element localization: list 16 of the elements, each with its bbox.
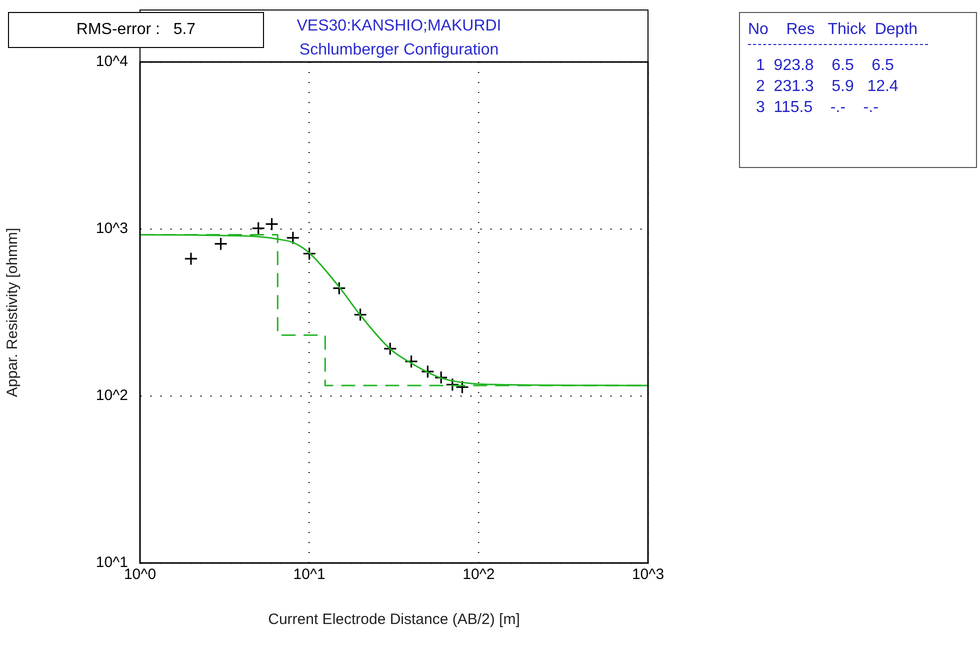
text: RMS-error : 5.7 [8,12,264,48]
x-tick-label: 10^1 [293,566,326,584]
text: No Res Thick Depth [748,20,919,40]
x-tick-label: 10^3 [632,566,664,584]
x-tick-label: 10^0 [124,566,156,584]
y-tick-label: 10^4 [96,53,128,70]
y-tick-label: 10^3 [96,220,128,238]
x-tick-label: 10^2 [462,566,495,584]
text: 3 115.5 -.- -.- [755,98,880,118]
x-axis-title: Current Electrode Distance (AB/2) [m] [268,611,520,628]
chart-title: VES30:KANSHIO;MAKURDI [296,17,502,34]
text: 1 923.8 6.5 6.5 [755,56,895,76]
chart-subtitle: Schlumberger Configuration [299,41,499,58]
y-axis-title: Appar. Resistivity [ohmm] [4,228,22,398]
y-tick-label: 10^2 [96,387,128,404]
text: 2 231.3 5.9 12.4 [755,77,900,97]
